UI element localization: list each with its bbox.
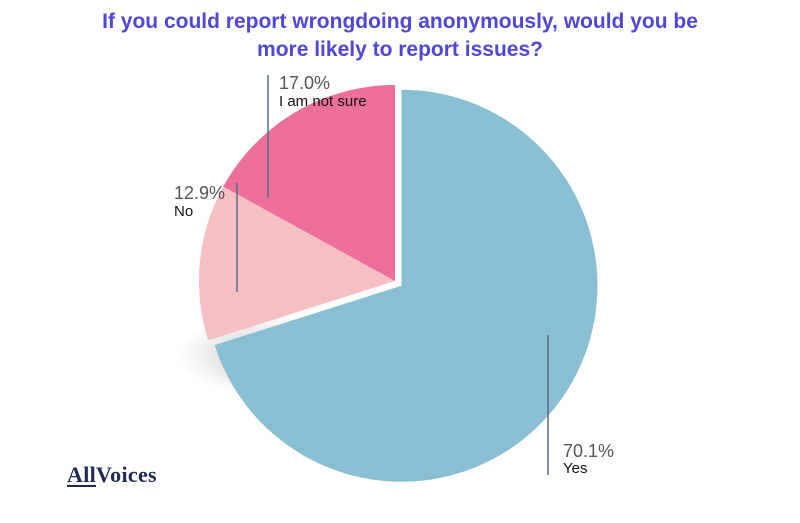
data-label-value-no: 12.9% <box>174 183 225 203</box>
data-label-name-no: No <box>174 203 193 220</box>
data-label-value-yes: 70.1% <box>563 441 614 461</box>
data-label-value-not-sure: 17.0% <box>279 73 330 93</box>
pie-slices <box>199 85 598 482</box>
logo-all: All <box>67 462 97 487</box>
leader-lines <box>236 75 549 475</box>
chart-title-line-2: more likely to report issues? <box>257 38 543 61</box>
chart-title: If you could report wrongdoing anonymous… <box>0 8 800 64</box>
pie-slice-yes <box>214 89 598 482</box>
data-label-name-not-sure: I am not sure <box>279 93 367 110</box>
pie-slice-no <box>199 186 395 341</box>
allvoices-logo: AllVoices <box>67 462 157 488</box>
chart-title-line-1: If you could report wrongdoing anonymous… <box>102 10 698 33</box>
pie-slice-not-sure <box>223 85 395 281</box>
logo-voices: Voices <box>96 462 157 487</box>
data-label-name-yes: Yes <box>563 460 587 477</box>
